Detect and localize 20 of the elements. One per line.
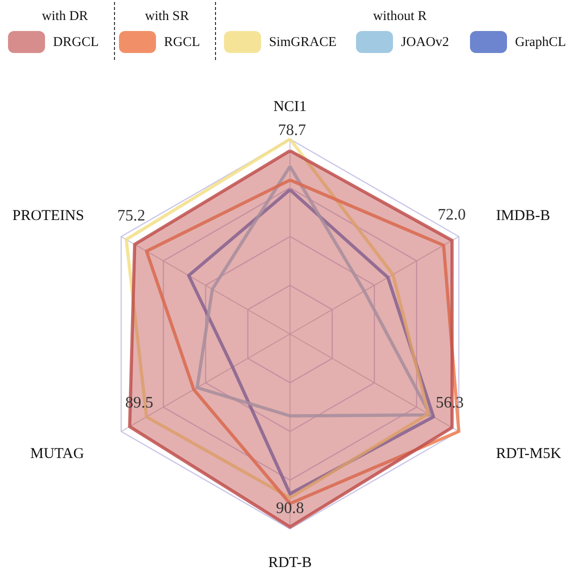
spoke-label: RDT-B <box>268 555 312 572</box>
text: 75.2 <box>117 208 146 225</box>
spoke-label: IMDB-B <box>496 208 550 224</box>
legend-label: DRGCL <box>53 34 99 50</box>
legend-label: SimGRACE <box>269 34 337 50</box>
spoke-label: NCI1 <box>273 98 307 115</box>
text: 90.8 <box>276 500 304 517</box>
text: with SR <box>145 8 189 24</box>
text: 56.3 <box>436 394 464 412</box>
spoke-label: RDT-M5K <box>496 446 562 462</box>
spoke-label: PROTEINS <box>12 208 84 224</box>
text: with DR <box>42 8 88 24</box>
text: 78.7 <box>278 122 306 140</box>
text: 72.0 <box>438 206 466 224</box>
text: 89.5 <box>125 394 154 412</box>
legend-label: GraphCL <box>515 34 566 50</box>
spoke-label: MUTAG <box>30 446 84 462</box>
text: without R <box>373 8 427 24</box>
legend-label: JOAOv2 <box>401 34 450 50</box>
legend-label: RGCL <box>164 34 200 50</box>
